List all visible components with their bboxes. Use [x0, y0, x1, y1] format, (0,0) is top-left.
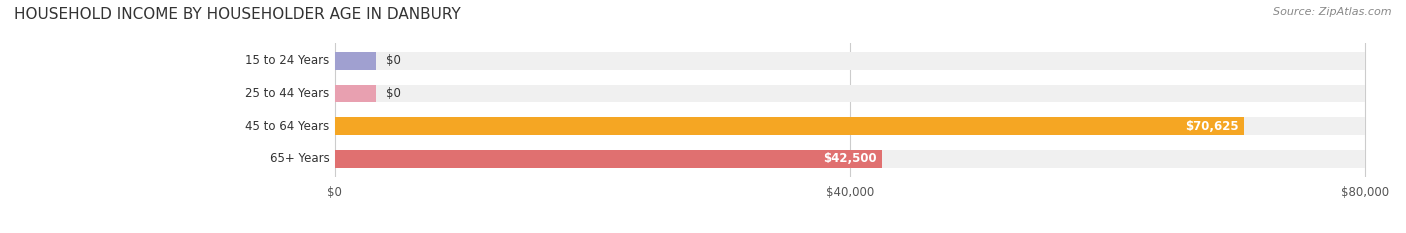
Bar	[335, 52, 1365, 70]
Bar	[335, 150, 1365, 168]
Bar	[335, 85, 375, 103]
Text: $0: $0	[387, 87, 401, 100]
Text: $42,500: $42,500	[823, 152, 877, 165]
Text: HOUSEHOLD INCOME BY HOUSEHOLDER AGE IN DANBURY: HOUSEHOLD INCOME BY HOUSEHOLDER AGE IN D…	[14, 7, 461, 22]
Text: 65+ Years: 65+ Years	[270, 152, 329, 165]
Text: 25 to 44 Years: 25 to 44 Years	[245, 87, 329, 100]
Text: $70,625: $70,625	[1185, 120, 1239, 133]
Text: $0: $0	[387, 54, 401, 67]
Bar	[335, 117, 1365, 135]
Text: 15 to 24 Years: 15 to 24 Years	[245, 54, 329, 67]
Bar	[335, 117, 1244, 135]
Bar	[335, 85, 1365, 103]
Text: 45 to 64 Years: 45 to 64 Years	[245, 120, 329, 133]
Bar	[335, 150, 882, 168]
Bar	[335, 52, 375, 70]
Text: Source: ZipAtlas.com: Source: ZipAtlas.com	[1274, 7, 1392, 17]
